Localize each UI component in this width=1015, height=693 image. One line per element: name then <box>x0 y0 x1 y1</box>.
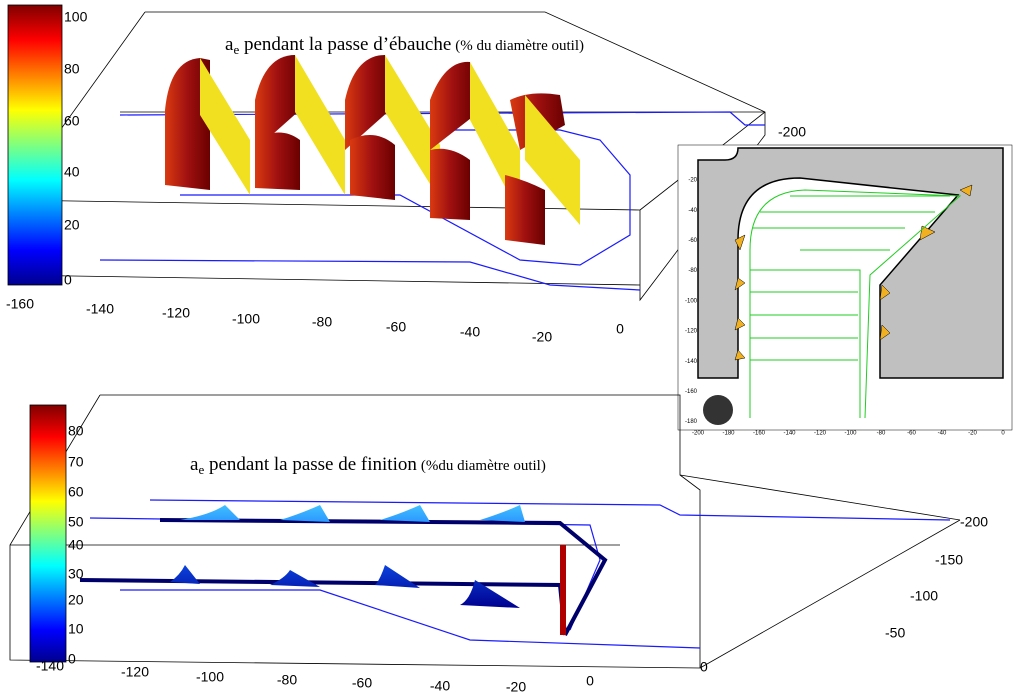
x-tick-label: -40 <box>460 324 480 340</box>
colorbar-tick-label: 70 <box>68 454 84 470</box>
inset-y-tick-label: -120 <box>685 329 698 335</box>
inset-y-tick-label: -80 <box>688 268 697 274</box>
colorbar-tick-label: 80 <box>68 423 84 439</box>
inset-y-tick-label: -60 <box>688 238 697 244</box>
inset-x-tick-label: -40 <box>938 431 947 437</box>
x-tick-label: -100 <box>196 669 224 685</box>
colorbar-tick-label: 0 <box>64 272 72 288</box>
inset-x-tick-label: -120 <box>814 431 827 437</box>
x-tick-label: -160 <box>6 296 34 312</box>
y-tick-label: -100 <box>910 588 938 604</box>
inset-x-tick-label: -60 <box>907 431 916 437</box>
colorbar-tick-label: 60 <box>68 484 84 500</box>
inset-y-tick-label: -160 <box>685 389 698 395</box>
x-tick-label: -40 <box>430 678 450 693</box>
colorbar-tick-label: 50 <box>68 514 84 530</box>
y-tick-label: -200 <box>778 124 806 140</box>
x-tick-label: -80 <box>277 672 297 688</box>
inset-x-tick-label: -100 <box>844 431 857 437</box>
x-tick-label: -20 <box>532 329 552 345</box>
inset-x-tick-label: -80 <box>877 431 886 437</box>
x-tick-label: 0 <box>586 673 594 689</box>
colorbar-tick-label: 80 <box>64 61 80 77</box>
x-tick-label: -140 <box>86 301 114 317</box>
box-edge <box>679 474 961 521</box>
colorbar <box>7 4 63 286</box>
inset-x-tick-label: -160 <box>753 431 766 437</box>
x-tick-label: -120 <box>121 664 149 680</box>
x-tick-label: -20 <box>506 679 526 693</box>
title: ae pendant la passe de finition (%du diam… <box>190 454 546 477</box>
y-tick-label: -50 <box>885 625 905 641</box>
inset-x-tick-label: -200 <box>692 431 705 437</box>
surfaces <box>165 55 580 245</box>
inset-y-tick-label: -180 <box>685 419 698 425</box>
y-tick-label: -200 <box>960 514 988 530</box>
colorbar-tick-label: 100 <box>64 9 88 25</box>
colorbar-tick-label: 10 <box>68 621 84 637</box>
colorbar-tick-label: 30 <box>68 566 84 582</box>
top-plot: ae pendant la passe d’ébauche (% du diamè… <box>7 4 766 302</box>
bottom-plot: ae pendant la passe de finition (%du diam… <box>9 394 961 669</box>
x-tick-label: 0 <box>616 321 624 337</box>
x-tick-label: -60 <box>386 319 406 335</box>
colorbar-tick-label: 60 <box>64 113 80 129</box>
colorbar <box>29 404 67 663</box>
x-tick-label: -100 <box>232 311 260 327</box>
inset-x-tick-label: -20 <box>968 431 977 437</box>
colorbar-tick-label: 40 <box>64 164 80 180</box>
title: ae pendant la passe d’ébauche (% du diamè… <box>225 34 584 57</box>
inset-x-tick-label: 0 <box>1001 431 1005 437</box>
x-tick-label: -140 <box>36 658 64 674</box>
inset-y-tick-label: -140 <box>685 359 698 365</box>
colorbar-tick-label: 20 <box>68 592 84 608</box>
x-tick-label: -80 <box>312 314 332 330</box>
y-tick-label: 0 <box>700 659 708 675</box>
colorbar-tick-label: 0 <box>68 651 76 667</box>
colorbar-tick-label: 20 <box>64 217 80 233</box>
box-edge <box>699 519 961 669</box>
inset-y-tick-label: -20 <box>688 178 697 184</box>
colorbar-tick-label: 40 <box>68 537 84 553</box>
inset-x-tick-label: -140 <box>783 431 796 437</box>
inset-y-tick-label: -40 <box>688 208 697 214</box>
inset-y-tick-label: -100 <box>685 298 698 304</box>
x-tick-label: -120 <box>162 305 190 321</box>
box-edges <box>9 394 701 669</box>
y-tick-label: -150 <box>935 552 963 568</box>
inset <box>677 144 1013 431</box>
inset-x-tick-label: -180 <box>722 431 735 437</box>
x-tick-label: -60 <box>352 675 372 691</box>
